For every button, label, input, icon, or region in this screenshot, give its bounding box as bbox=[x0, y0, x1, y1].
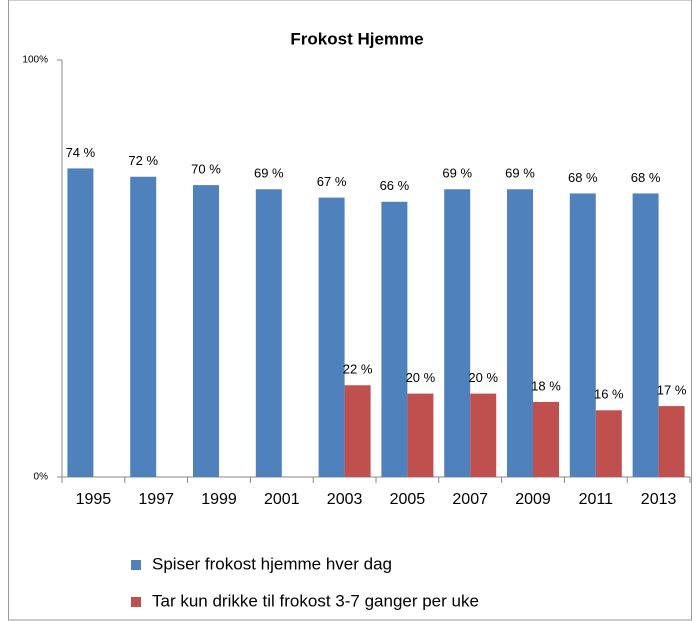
frame bbox=[8, 0, 692, 621]
bar bbox=[407, 393, 434, 477]
bar bbox=[507, 189, 533, 477]
bar bbox=[533, 401, 559, 477]
x-tick-label: 2001 bbox=[264, 491, 300, 508]
bar bbox=[193, 185, 219, 477]
bar bbox=[470, 393, 497, 477]
data-label: 20 % bbox=[468, 370, 498, 385]
x-tick-label: 1997 bbox=[138, 491, 174, 508]
bar bbox=[344, 385, 371, 477]
bar bbox=[632, 193, 659, 477]
x-tick-label: 2003 bbox=[327, 491, 363, 508]
legend-label: Spiser frokost hjemme hver dag bbox=[152, 554, 392, 573]
bar bbox=[381, 201, 408, 477]
x-tick-label: 2013 bbox=[641, 491, 677, 508]
data-label: 69 % bbox=[505, 166, 535, 181]
data-label: 68 % bbox=[568, 170, 598, 185]
data-label: 69 % bbox=[254, 166, 284, 181]
bar bbox=[658, 406, 685, 477]
x-tick-label: 1995 bbox=[76, 491, 112, 508]
x-tick-label: 2011 bbox=[579, 491, 614, 508]
data-label: 17 % bbox=[657, 383, 687, 398]
data-label: 74 % bbox=[66, 145, 96, 160]
bar bbox=[318, 197, 345, 478]
bar bbox=[595, 410, 622, 477]
bar bbox=[130, 176, 157, 477]
legend-label: Tar kun drikke til frokost 3-7 ganger pe… bbox=[152, 591, 479, 610]
bar bbox=[569, 193, 596, 477]
y-tick-label: 100% bbox=[22, 55, 48, 66]
data-label: 70 % bbox=[191, 162, 221, 177]
bar bbox=[255, 189, 282, 477]
data-label: 69 % bbox=[442, 166, 472, 181]
y-tick-label: 0% bbox=[34, 472, 49, 483]
bar bbox=[67, 168, 94, 478]
data-label: 20 % bbox=[406, 370, 436, 385]
legend-swatch bbox=[131, 560, 141, 570]
x-tick-label: 2009 bbox=[515, 491, 551, 508]
data-label: 16 % bbox=[594, 387, 624, 402]
data-label: 66 % bbox=[380, 178, 410, 193]
data-label: 22 % bbox=[343, 362, 373, 377]
data-label: 67 % bbox=[317, 174, 347, 189]
legend-swatch bbox=[131, 597, 141, 607]
bar bbox=[444, 189, 471, 477]
x-tick-label: 2007 bbox=[452, 491, 488, 508]
chart-title: Frokost Hjemme bbox=[290, 29, 423, 48]
data-label: 68 % bbox=[631, 170, 661, 185]
data-label: 18 % bbox=[531, 378, 561, 393]
data-label: 72 % bbox=[128, 153, 158, 168]
x-tick-label: 1999 bbox=[201, 491, 237, 508]
x-tick-label: 2005 bbox=[390, 491, 426, 508]
